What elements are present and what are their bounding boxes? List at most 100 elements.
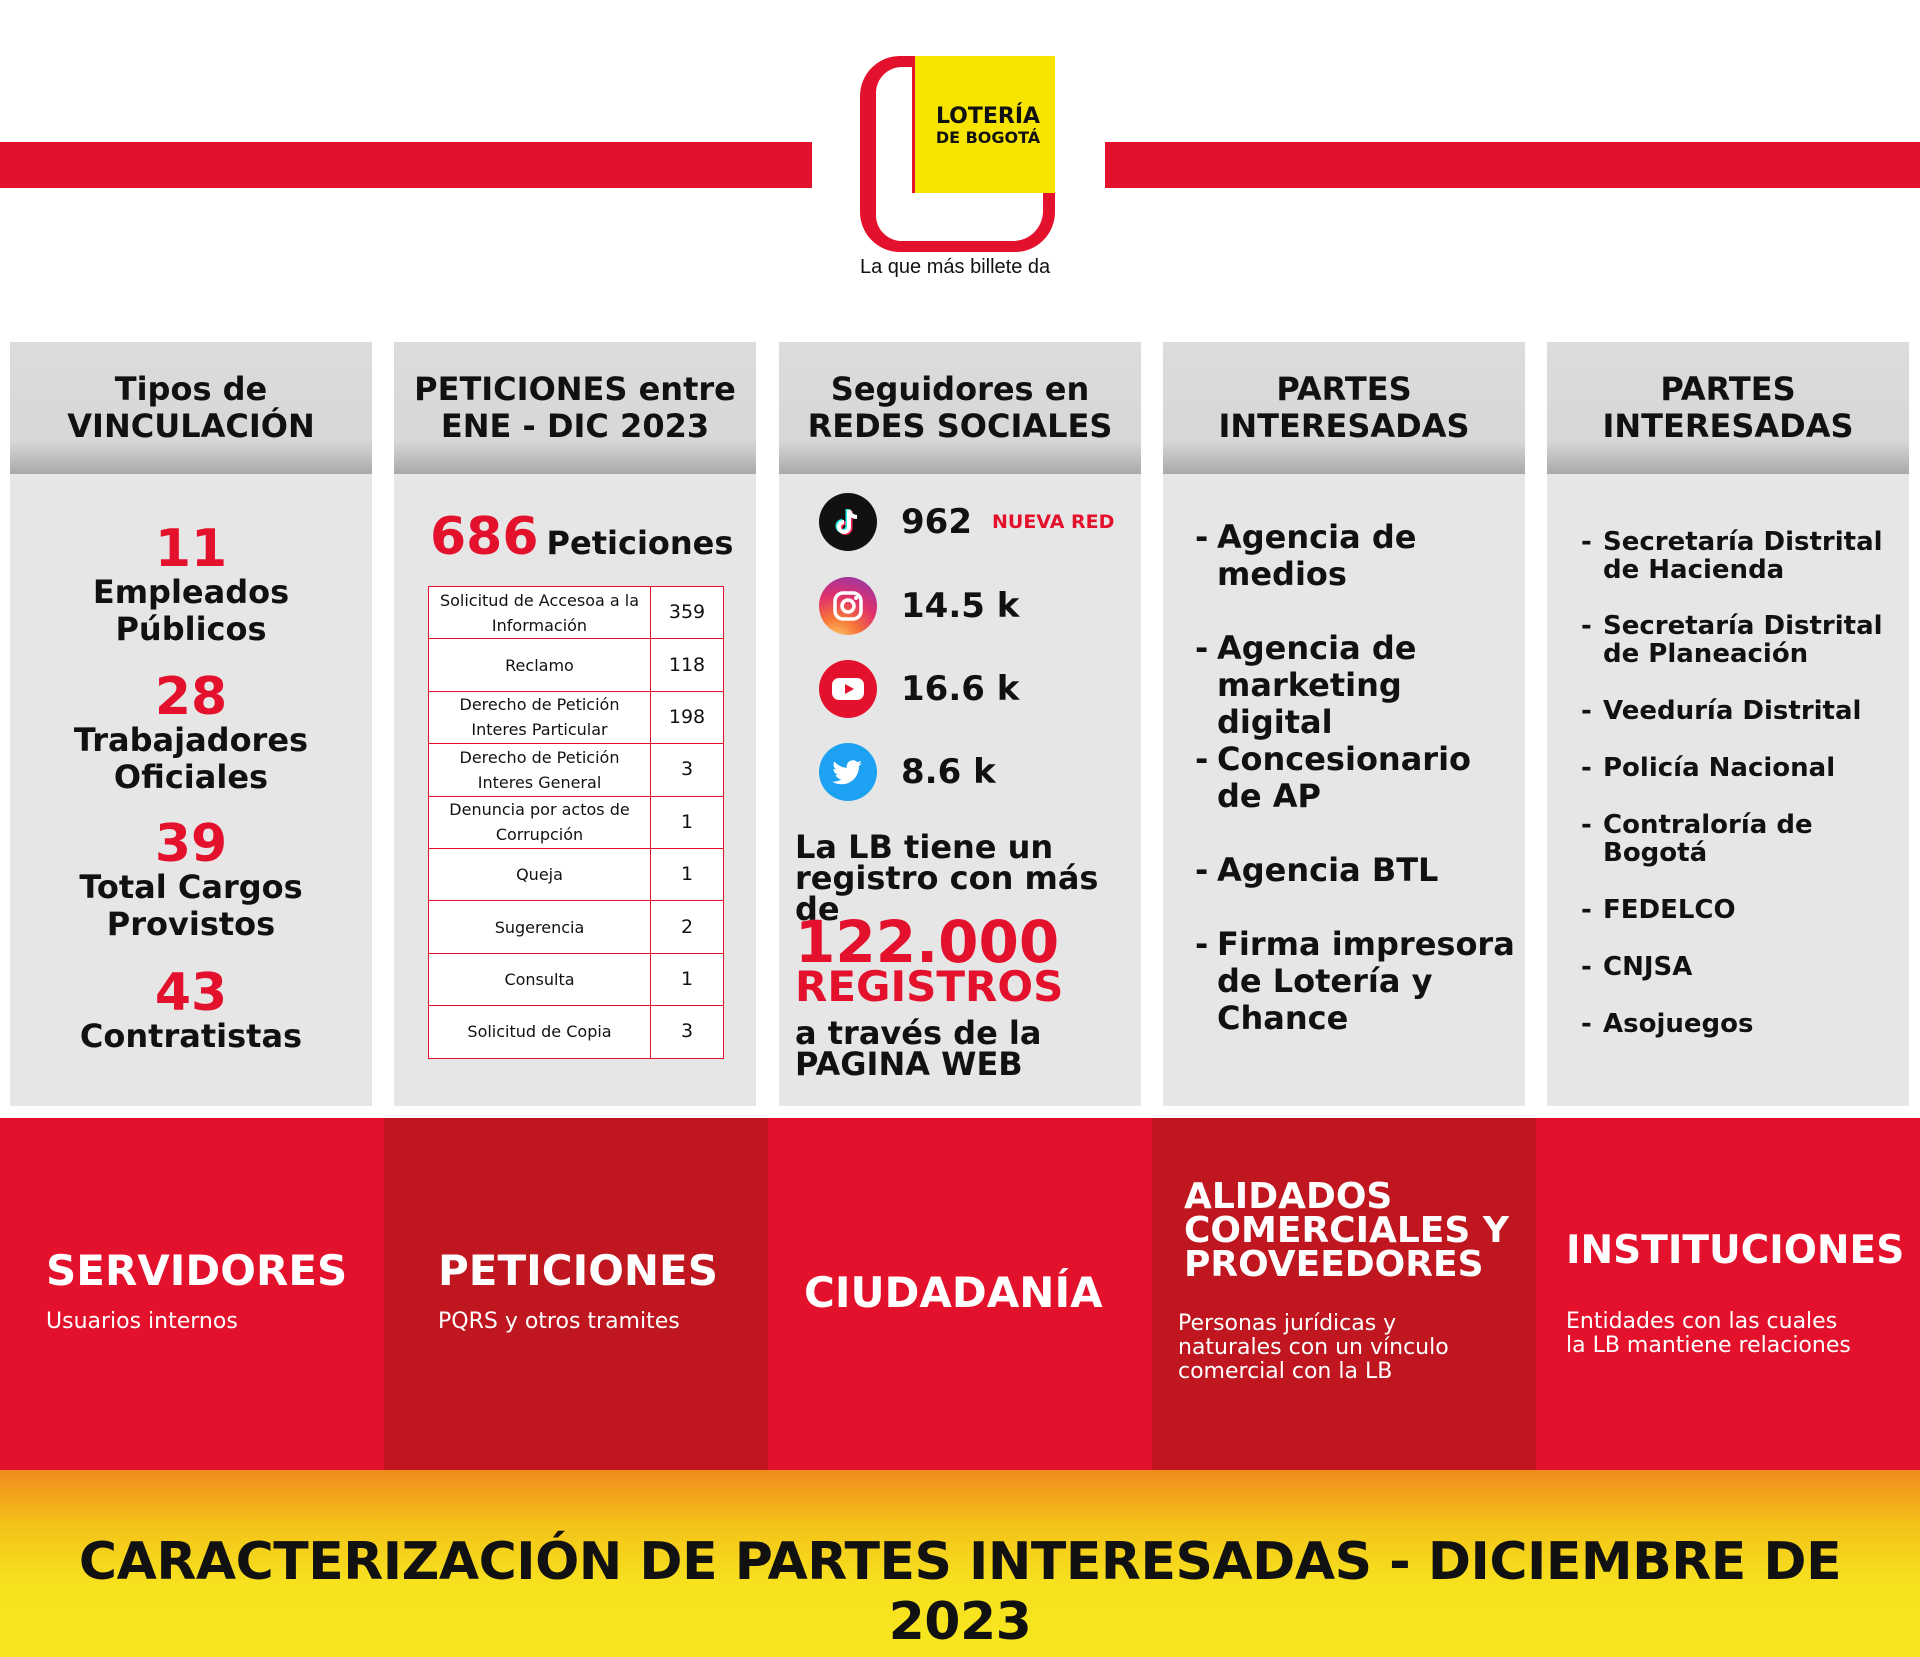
peticion-type-line: Interes Particular <box>471 720 608 740</box>
new-network-badge: NUEVA RED <box>991 511 1115 533</box>
col-partes2-header: PARTES INTERESADAS <box>1547 342 1909 474</box>
peticion-count: 1 <box>650 795 724 849</box>
via-line: a través de la <box>795 1014 1042 1052</box>
col-vinculacion-header: Tipos de VINCULACIÓN <box>10 342 372 474</box>
peticion-count: 2 <box>650 900 724 954</box>
item-line: marketing digital <box>1217 666 1402 741</box>
peticion-type-line: Consulta <box>504 969 575 989</box>
item-line: Policía Nacional <box>1603 753 1836 783</box>
youtube-icon <box>819 660 877 718</box>
peticion-count: 3 <box>650 1005 724 1059</box>
peticion-type: Reclamo <box>428 638 651 692</box>
list-item: - Contraloría de Bogotá <box>1581 810 1813 868</box>
item-line: Agencia BTL <box>1217 851 1439 889</box>
col-partes1-header: PARTES INTERESADAS <box>1163 342 1525 474</box>
peticion-type: Queja <box>428 847 651 902</box>
band-subtitle-line: la LB mantiene relaciones <box>1566 1333 1851 1358</box>
tiktok-followers: 962 <box>901 502 972 542</box>
band-instituciones: INSTITUCIONES Entidades con las cuales l… <box>1536 1118 1920 1470</box>
via-line: PAGINA WEB <box>795 1045 1023 1083</box>
social-row-youtube: 16.6 k <box>819 657 1019 721</box>
table-row: Denuncia por actos de Corrupción 1 <box>428 795 724 849</box>
header-line: PARTES <box>1660 370 1796 408</box>
list-item: - Firma impresora de Lotería y Chance <box>1195 925 1515 1037</box>
vinculacion-item: 28 Trabajadores Oficiales <box>10 667 372 796</box>
registros-label: REGISTROS <box>795 962 1064 1011</box>
peticion-type-line: Corrupción <box>495 825 584 845</box>
vinculacion-label: Trabajadores <box>73 721 309 759</box>
peticion-type-line: Solicitud de Copia <box>467 1022 612 1042</box>
vinculacion-number: 11 <box>154 519 228 579</box>
item-line: Firma impresora <box>1217 925 1515 963</box>
registros-number: 122.000 <box>795 908 1060 976</box>
peticiones-total: 686 Peticiones <box>430 507 733 567</box>
social-row-tiktok: 962 NUEVA RED <box>819 490 1114 554</box>
item-line: Secretaría Distrital <box>1603 611 1883 641</box>
band-servidores: SERVIDORES Usuarios internos <box>0 1118 384 1470</box>
band-subtitle-line: Entidades con las cuales <box>1566 1309 1838 1334</box>
band-subtitle: Personas jurídicas y naturales con un ví… <box>1178 1312 1449 1384</box>
peticion-type-line: Derecho de Petición <box>459 695 620 715</box>
header-line: Tipos de <box>114 370 268 408</box>
lb-line: La LB tiene un <box>795 828 1054 866</box>
item-line: de Lotería y <box>1217 962 1433 1000</box>
list-item: - Agencia BTL <box>1195 851 1439 889</box>
instagram-icon <box>819 577 877 635</box>
header-line: PARTES <box>1276 370 1412 408</box>
table-row: Consulta 1 <box>428 952 724 1007</box>
vinculacion-label: Contratistas <box>79 1017 303 1055</box>
col-vinculacion: Tipos de VINCULACIÓN 11 Empleados Públic… <box>10 342 372 1106</box>
vinculacion-number: 28 <box>154 667 228 727</box>
list-item: - Policía Nacional <box>1581 753 1836 783</box>
col-partes-interesadas-2: PARTES INTERESADAS - Secretaría Distrital… <box>1547 342 1909 1106</box>
footer-gradient <box>0 1470 1920 1657</box>
peticion-type-line: Solicitud de Accesoa a la <box>439 590 640 610</box>
col-peticiones: PETICIONES entre ENE - DIC 2023 686 Petic… <box>394 342 756 1106</box>
peticion-type: Sugerencia <box>428 900 651 954</box>
peticion-count: 198 <box>650 690 724 745</box>
table-row: Solicitud de Accesoa a la Información 359 <box>428 585 724 640</box>
header-line: ENE - DIC 2023 <box>440 407 710 445</box>
header-line: PETICIONES entre <box>414 370 736 408</box>
table-row: Sugerencia 2 <box>428 900 724 954</box>
list-item: - Agencia de medios <box>1195 518 1417 593</box>
list-item: - Secretaría Distrital de Hacienda <box>1581 527 1883 585</box>
item-line: CNJSA <box>1603 952 1693 982</box>
peticiones-total-number: 686 <box>430 507 539 567</box>
band-ciudadania: CIUDADANÍA <box>768 1118 1152 1470</box>
vinculacion-item: 43 Contratistas <box>10 963 372 1055</box>
vinculacion-number: 43 <box>154 963 228 1023</box>
col-redes-header: Seguidores en REDES SOCIALES <box>779 342 1141 474</box>
list-item: - Concesionario de AP <box>1195 740 1472 815</box>
peticion-count: 359 <box>650 585 724 640</box>
peticion-type: Derecho de Petición Interes Particular <box>428 690 651 745</box>
list-item: - FEDELCO <box>1581 895 1736 925</box>
social-row-instagram: 14.5 k <box>819 574 1019 638</box>
vinculacion-label: Oficiales <box>113 758 269 796</box>
item-line: de Planeación <box>1603 639 1809 669</box>
band-title: INSTITUCIONES <box>1566 1228 1905 1273</box>
band-subtitle-line: Personas jurídicas y <box>1178 1311 1397 1336</box>
peticion-count: 1 <box>650 847 724 902</box>
logo-line2: DE BOGOTÁ <box>935 128 1041 147</box>
twitter-icon <box>819 743 877 801</box>
item-line: FEDELCO <box>1603 895 1736 925</box>
table-row: Reclamo 118 <box>428 638 724 692</box>
item-line: Concesionario <box>1217 740 1472 778</box>
band-aliados: ALIDADOS COMERCIALES Y PROVEEDORES Perso… <box>1152 1118 1536 1470</box>
peticiones-table: Solicitud de Accesoa a la Información 359 R… <box>428 585 724 1059</box>
item-line: Secretaría Distrital <box>1603 527 1883 557</box>
social-row-twitter: 8.6 k <box>819 740 996 804</box>
peticion-type: Solicitud de Accesoa a la Información <box>428 585 651 640</box>
peticion-type: Denuncia por actos de Corrupción <box>428 795 651 849</box>
peticion-type: Derecho de Petición Interes General <box>428 743 651 797</box>
list-item: - Veeduría Distrital <box>1581 696 1862 726</box>
band-title: CIUDADANÍA <box>804 1268 1103 1317</box>
item-line: de AP <box>1217 777 1321 815</box>
loteria-logo: LOTERÍA DE BOGOTÁ <box>860 56 1055 252</box>
header-line: Seguidores en <box>830 370 1090 408</box>
peticion-type-line: Derecho de Petición <box>459 747 620 767</box>
item-line: medios <box>1217 555 1347 593</box>
table-row: Solicitud de Copia 3 <box>428 1005 724 1059</box>
col-partes-interesadas-1: PARTES INTERESADAS - Agencia de medios - Ag… <box>1163 342 1525 1106</box>
